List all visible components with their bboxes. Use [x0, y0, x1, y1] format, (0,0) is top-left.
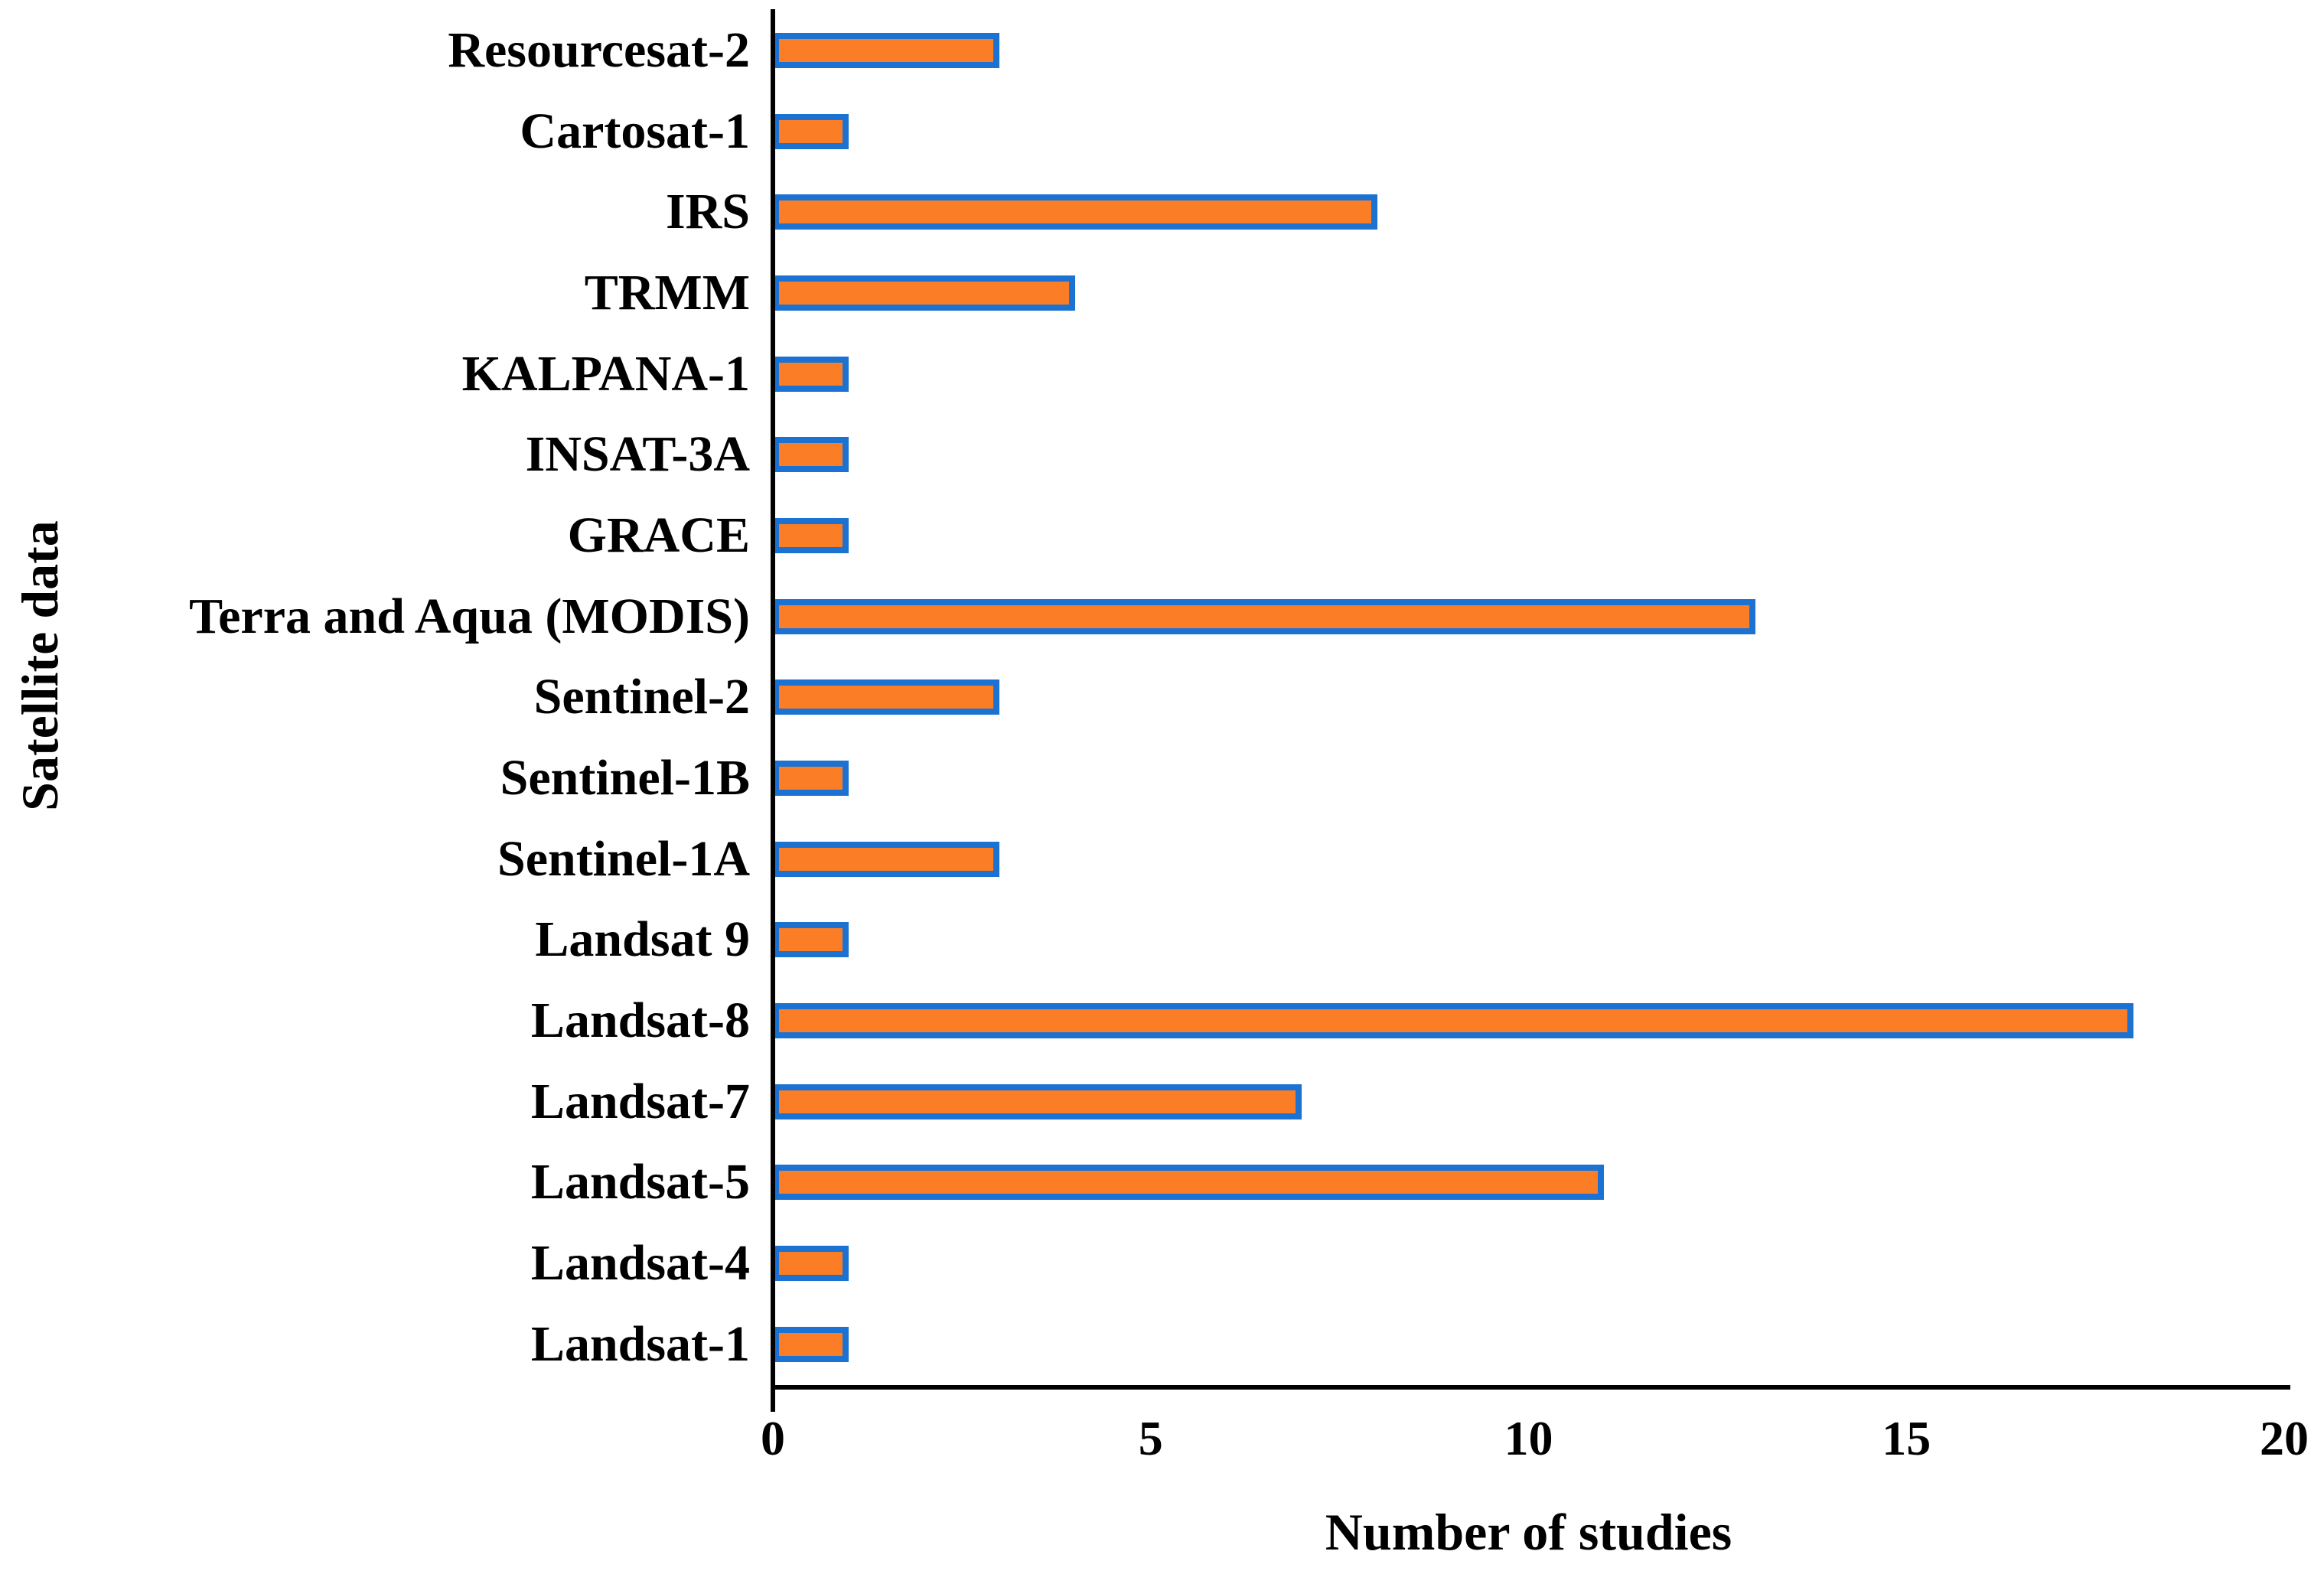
- bar: [773, 1003, 2133, 1039]
- x-tick-label: 20: [2260, 1411, 2309, 1465]
- x-tick-label: 15: [1882, 1411, 1931, 1465]
- chart-row: Landsat-4: [0, 1223, 2324, 1304]
- bar: [773, 32, 1000, 68]
- chart-row: Terra and Aqua (MODIS): [0, 576, 2324, 657]
- x-tick-label: 5: [1138, 1411, 1163, 1465]
- bar: [773, 1246, 849, 1282]
- category-label: INSAT-3A: [525, 426, 750, 483]
- bar: [773, 761, 849, 797]
- y-axis-line: [771, 9, 775, 1412]
- category-label: Landsat-1: [530, 1315, 750, 1372]
- category-label: Sentinel-1A: [497, 830, 750, 887]
- bar: [773, 113, 849, 149]
- plot-area: Resourcesat-2 Cartosat-1 IRS TRMM KALPANA-1 I…: [0, 10, 2324, 1385]
- chart-row: Resourcesat-2: [0, 10, 2324, 91]
- bar: [773, 275, 1075, 311]
- x-axis-line: [771, 1385, 2290, 1390]
- bar: [773, 194, 1377, 230]
- category-label: Landsat 9: [535, 911, 750, 968]
- chart-row: Cartosat-1: [0, 91, 2324, 172]
- bar: [773, 841, 1000, 877]
- chart-row: KALPANA-1: [0, 334, 2324, 415]
- chart-row: Landsat-5: [0, 1142, 2324, 1224]
- bar: [773, 679, 1000, 715]
- chart-row: INSAT-3A: [0, 414, 2324, 495]
- chart-row: Landsat-1: [0, 1304, 2324, 1385]
- chart-row: GRACE: [0, 495, 2324, 576]
- x-axis-ticks: 0 5 10 15 20: [0, 1414, 2324, 1483]
- category-label: Resourcesat-2: [448, 21, 750, 78]
- category-label: Landsat-7: [530, 1073, 750, 1129]
- bar: [773, 1084, 1302, 1119]
- chart-row: Sentinel-1B: [0, 738, 2324, 819]
- bar: [773, 1326, 849, 1362]
- category-label: GRACE: [567, 507, 750, 563]
- x-axis-title: Number of studies: [1325, 1503, 1732, 1561]
- chart-row: IRS: [0, 171, 2324, 253]
- category-label: Landsat-4: [530, 1235, 750, 1292]
- chart-row: Sentinel-2: [0, 657, 2324, 738]
- category-label: Sentinel-1B: [500, 750, 750, 807]
- category-label: KALPANA-1: [461, 345, 750, 402]
- x-tick-label: 10: [1504, 1411, 1553, 1465]
- chart-row: Sentinel-1A: [0, 819, 2324, 900]
- category-label: Landsat-8: [530, 992, 750, 1049]
- chart-row: Landsat 9: [0, 900, 2324, 981]
- bar: [773, 1165, 1605, 1201]
- bar: [773, 437, 849, 473]
- category-label: Cartosat-1: [520, 103, 750, 159]
- x-tick-label: 0: [761, 1411, 785, 1465]
- category-label: Terra and Aqua (MODIS): [189, 588, 750, 644]
- bar: [773, 598, 1755, 634]
- bar: [773, 356, 849, 392]
- category-label: TRMM: [584, 264, 750, 321]
- category-label: Landsat-5: [530, 1154, 750, 1211]
- chart-row: TRMM: [0, 253, 2324, 334]
- category-label: Sentinel-2: [533, 669, 750, 725]
- category-label: IRS: [665, 184, 750, 240]
- chart-row: Landsat-8: [0, 980, 2324, 1061]
- bar: [773, 517, 849, 553]
- bar: [773, 922, 849, 958]
- chart-row: Landsat-7: [0, 1061, 2324, 1142]
